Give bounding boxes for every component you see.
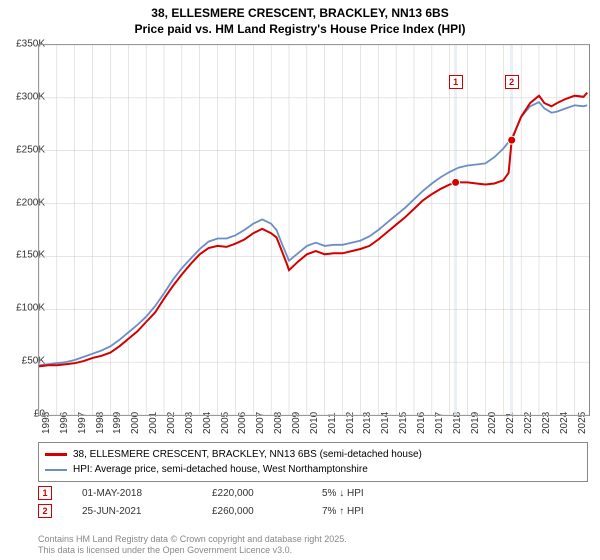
- legend: 38, ELLESMERE CRESCENT, BRACKLEY, NN13 6…: [38, 442, 588, 482]
- chart-marker: 2: [505, 75, 519, 89]
- sale-diff: 5% ↓ HPI: [322, 488, 364, 499]
- legend-item: HPI: Average price, semi-detached house,…: [45, 462, 581, 477]
- title-line-2: Price paid vs. HM Land Registry's House …: [0, 22, 600, 38]
- sale-diff: 7% ↑ HPI: [322, 506, 364, 517]
- sale-price: £260,000: [212, 506, 292, 517]
- footnote-line-2: This data is licensed under the Open Gov…: [38, 545, 347, 556]
- legend-item: 38, ELLESMERE CRESCENT, BRACKLEY, NN13 6…: [45, 447, 581, 462]
- sale-marker: 2: [38, 504, 52, 518]
- sale-row: 1 01-MAY-2018 £220,000 5% ↓ HPI: [38, 486, 588, 500]
- chart-svg: [39, 45, 589, 415]
- legend-label: HPI: Average price, semi-detached house,…: [73, 462, 368, 477]
- legend-swatch: [45, 453, 67, 456]
- chart-plot-area: 12: [38, 44, 590, 416]
- title-line-1: 38, ELLESMERE CRESCENT, BRACKLEY, NN13 6…: [0, 6, 600, 22]
- footnote-line-1: Contains HM Land Registry data © Crown c…: [38, 534, 347, 545]
- chart-marker: 1: [449, 75, 463, 89]
- legend-label: 38, ELLESMERE CRESCENT, BRACKLEY, NN13 6…: [73, 447, 422, 462]
- sale-marker: 1: [38, 486, 52, 500]
- sale-date: 25-JUN-2021: [82, 506, 182, 517]
- chart-title: 38, ELLESMERE CRESCENT, BRACKLEY, NN13 6…: [0, 0, 600, 37]
- legend-swatch: [45, 469, 67, 471]
- sale-row: 2 25-JUN-2021 £260,000 7% ↑ HPI: [38, 504, 588, 518]
- footnote: Contains HM Land Registry data © Crown c…: [38, 534, 347, 557]
- sale-price: £220,000: [212, 488, 292, 499]
- sale-date: 01-MAY-2018: [82, 488, 182, 499]
